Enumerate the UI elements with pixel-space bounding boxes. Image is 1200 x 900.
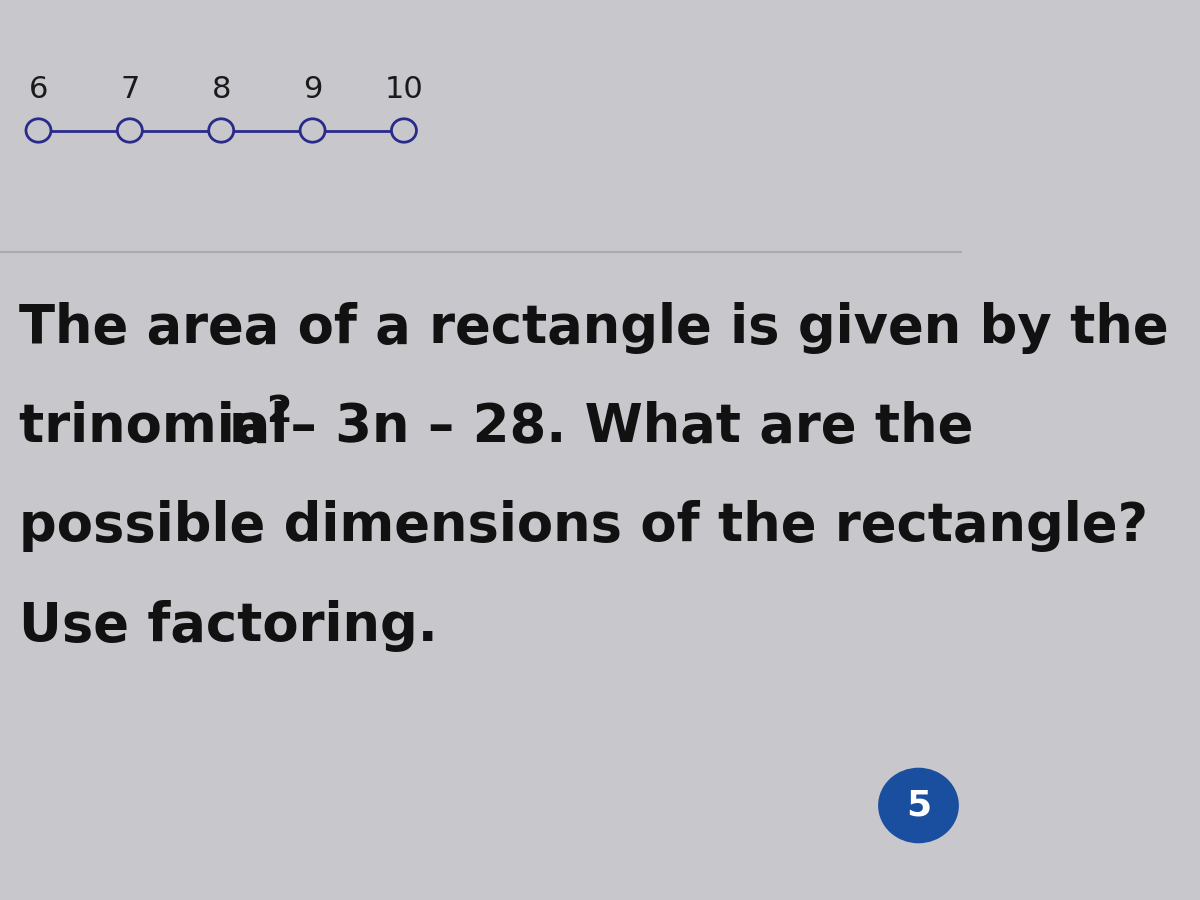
Text: 8: 8 [211, 75, 230, 104]
Circle shape [391, 119, 416, 142]
Circle shape [26, 119, 50, 142]
Text: The area of a rectangle is given by the: The area of a rectangle is given by the [19, 302, 1169, 355]
Text: Use factoring.: Use factoring. [19, 599, 438, 652]
Circle shape [300, 119, 325, 142]
Text: 6: 6 [29, 75, 48, 104]
Text: 7: 7 [120, 75, 139, 104]
Circle shape [118, 119, 143, 142]
Text: $\mathbf{n^2}$: $\mathbf{n^2}$ [228, 401, 290, 454]
Text: 5: 5 [906, 788, 931, 823]
Text: – 3n – 28. What are the: – 3n – 28. What are the [272, 401, 973, 454]
Text: trinomial: trinomial [19, 401, 307, 454]
Text: 10: 10 [384, 75, 424, 104]
Text: possible dimensions of the rectangle?: possible dimensions of the rectangle? [19, 500, 1148, 553]
FancyBboxPatch shape [0, 0, 961, 162]
Circle shape [209, 119, 234, 142]
Circle shape [878, 768, 959, 843]
Text: 9: 9 [302, 75, 323, 104]
